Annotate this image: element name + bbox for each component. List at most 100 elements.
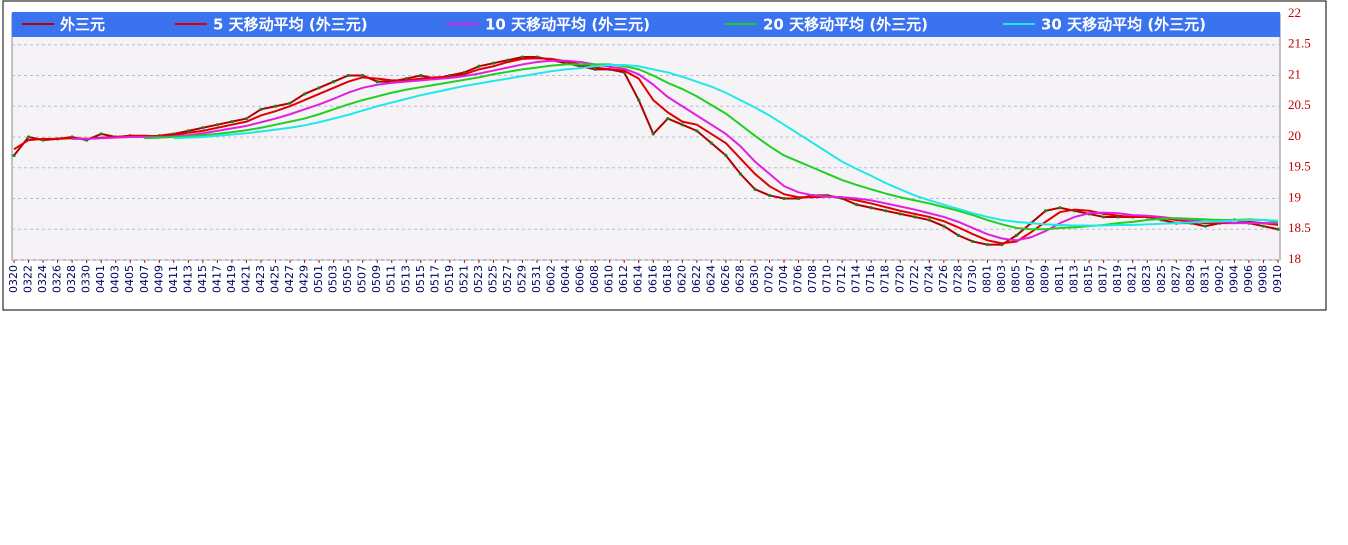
- data-point: [724, 153, 728, 158]
- series-line: [13, 57, 1279, 245]
- data-point: [855, 203, 859, 207]
- series-line: [72, 59, 1278, 242]
- data-point: [898, 212, 902, 216]
- x-tick-label: 0521: [457, 265, 470, 293]
- x-tick-label: 0626: [719, 265, 732, 293]
- x-tick-label: 0419: [225, 265, 238, 293]
- x-tick-label: 0405: [123, 265, 136, 293]
- data-point: [244, 116, 249, 121]
- x-tick-label: 0801: [980, 265, 993, 293]
- y-tick-label: 20.5: [1288, 97, 1311, 112]
- x-tick-label: 0614: [632, 265, 645, 293]
- x-tick-label: 0507: [356, 265, 369, 293]
- x-tick-label: 0827: [1169, 265, 1182, 293]
- data-point: [1014, 233, 1019, 237]
- x-tick-label: 0425: [269, 265, 282, 293]
- x-tick-label: 0328: [65, 265, 78, 293]
- x-tick-label: 0517: [428, 265, 441, 293]
- data-point: [709, 141, 713, 145]
- x-tick-label: 0908: [1256, 265, 1269, 293]
- data-point: [884, 209, 888, 213]
- x-tick-label: 0403: [109, 265, 122, 293]
- x-tick-label: 0716: [864, 265, 877, 293]
- x-tick-label: 0710: [821, 265, 834, 293]
- data-point: [956, 233, 960, 237]
- x-tick-label: 0622: [690, 265, 703, 293]
- data-point: [302, 92, 307, 96]
- x-tick-label: 0610: [603, 265, 616, 293]
- y-tick-label: 19.5: [1288, 159, 1311, 174]
- x-tick-label: 0523: [472, 265, 485, 293]
- x-tick-label: 0604: [559, 265, 572, 293]
- data-point: [12, 153, 16, 158]
- y-tick-label: 18: [1288, 251, 1301, 266]
- x-tick-label: 0730: [966, 265, 979, 293]
- x-tick-label: 0320: [7, 265, 20, 293]
- x-tick-label: 0401: [94, 265, 107, 293]
- data-point: [782, 196, 786, 201]
- y-tick-label: 21.5: [1288, 36, 1311, 51]
- x-tick-label: 0531: [530, 265, 543, 293]
- x-tick-label: 0513: [399, 265, 412, 293]
- x-tick-label: 0628: [733, 265, 746, 293]
- x-tick-label: 0720: [893, 265, 906, 293]
- x-tick-label: 0527: [501, 265, 514, 293]
- data-point: [419, 73, 423, 78]
- data-point: [942, 224, 946, 228]
- x-tick-label: 0525: [486, 265, 499, 293]
- data-point: [26, 135, 31, 139]
- x-tick-label: 0427: [283, 265, 296, 293]
- x-tick-label: 0503: [327, 265, 340, 293]
- x-tick-label: 0728: [951, 265, 964, 293]
- x-tick-label: 0813: [1068, 265, 1081, 293]
- x-tick-label: 0811: [1053, 265, 1066, 293]
- x-tick-label: 0821: [1126, 265, 1139, 293]
- x-tick-label: 0616: [646, 265, 659, 293]
- x-tick-label: 0902: [1213, 265, 1226, 293]
- x-tick-label: 0702: [762, 265, 775, 293]
- x-tick-label: 0630: [748, 265, 761, 293]
- data-point: [273, 104, 278, 108]
- data-point: [1203, 224, 1207, 228]
- x-tick-label: 0910: [1271, 265, 1284, 293]
- x-tick-label: 0819: [1111, 265, 1124, 293]
- data-point: [651, 132, 655, 136]
- series-line: [13, 56, 1279, 246]
- x-tick-label: 0712: [835, 265, 848, 293]
- legend-label: 20 天移动平均 (外三元): [763, 16, 928, 34]
- x-tick-label: 0825: [1155, 265, 1168, 293]
- x-tick-label: 0322: [22, 265, 35, 293]
- data-point: [520, 55, 525, 59]
- x-tick-label: 0829: [1184, 265, 1197, 293]
- x-tick-label: 0413: [181, 265, 194, 293]
- y-tick-label: 21: [1288, 66, 1301, 81]
- x-tick-label: 0606: [574, 265, 587, 293]
- data-point: [753, 187, 757, 191]
- x-tick-label: 0805: [1009, 265, 1022, 293]
- data-point: [361, 73, 365, 78]
- data-point: [346, 73, 350, 78]
- x-tick-label: 0724: [922, 265, 935, 293]
- data-point: [215, 123, 220, 127]
- x-tick-label: 0722: [908, 265, 921, 293]
- data-point: [913, 215, 917, 219]
- x-tick-label: 0831: [1198, 265, 1211, 293]
- x-tick-label: 0519: [443, 265, 456, 293]
- x-tick-label: 0326: [51, 265, 64, 293]
- x-tick-label: 0624: [704, 265, 717, 293]
- legend-label: 外三元: [59, 16, 105, 34]
- series-line: [173, 64, 1279, 227]
- y-tick-label: 22: [1288, 5, 1301, 20]
- x-tick-label: 0906: [1242, 265, 1255, 293]
- x-tick-label: 0726: [937, 265, 950, 293]
- x-tick-label: 0529: [516, 265, 529, 293]
- x-tick-label: 0415: [196, 265, 209, 293]
- x-tick-label: 0509: [370, 265, 383, 293]
- x-tick-label: 0608: [588, 265, 601, 293]
- data-point: [1058, 206, 1062, 210]
- data-point: [971, 239, 975, 244]
- data-point: [666, 116, 670, 121]
- data-point: [201, 126, 205, 130]
- x-tick-label: 0330: [80, 265, 93, 293]
